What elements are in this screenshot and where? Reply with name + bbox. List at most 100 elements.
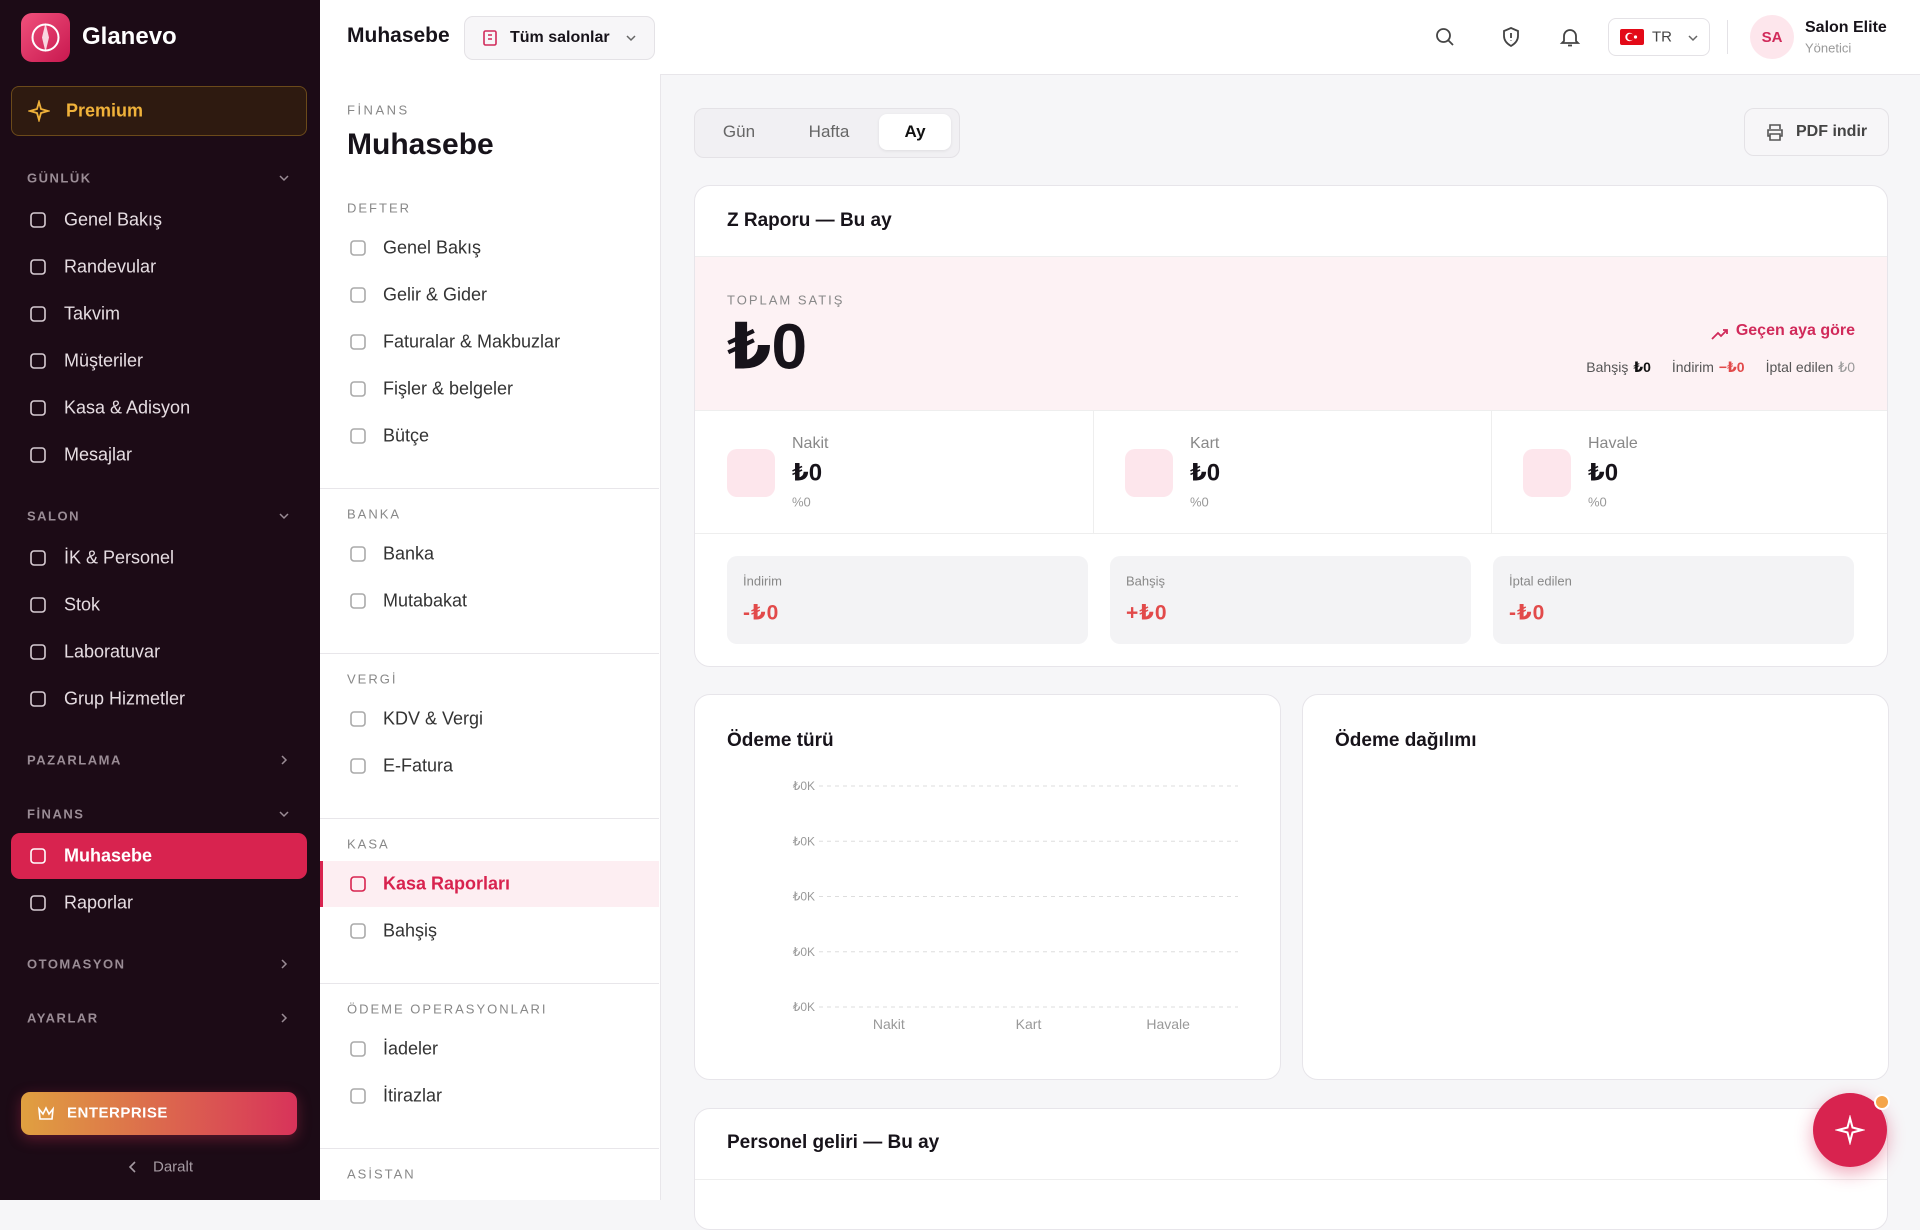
divider xyxy=(695,1179,1887,1180)
enterprise-button[interactable]: ENTERPRISE xyxy=(21,1092,297,1135)
building-icon xyxy=(483,30,497,46)
subnav-item[interactable]: Genel Bakış xyxy=(383,237,482,258)
method-share: %0 xyxy=(1190,494,1209,510)
divider xyxy=(320,983,659,984)
avatar[interactable]: SA xyxy=(1750,15,1794,59)
nav-icon xyxy=(350,876,366,892)
nav-item[interactable]: İK & Personel xyxy=(64,547,175,568)
nav-item[interactable]: Müşteriler xyxy=(64,350,144,371)
subnav-item[interactable]: Mutabakat xyxy=(383,590,468,611)
nav-item[interactable]: Mesajlar xyxy=(64,444,133,465)
subnav-item[interactable]: Bütçe xyxy=(383,425,430,446)
nav-item[interactable]: Stok xyxy=(64,594,101,615)
salon-select[interactable]: Tüm salonlar xyxy=(464,16,655,60)
trend-icon xyxy=(1711,329,1728,340)
user-name: Salon Elite xyxy=(1805,19,1887,36)
nav-icon xyxy=(350,381,366,397)
tip-value: ₺0 xyxy=(1633,359,1651,375)
section-header[interactable]: FİNANS xyxy=(27,806,85,822)
adjustment-box: Bahşiş +₺0 xyxy=(1110,556,1471,644)
discount-label: İndirim xyxy=(1671,359,1714,375)
nav-icon xyxy=(30,353,46,369)
search-icon[interactable] xyxy=(1434,26,1456,48)
section-header[interactable]: SALON xyxy=(27,508,80,524)
subnav-item[interactable]: E-Fatura xyxy=(383,755,454,776)
cancel-label: İptal edilen xyxy=(1765,359,1834,375)
subnav-item[interactable]: İtirazlar xyxy=(383,1085,443,1106)
subnav-item[interactable]: İadeler xyxy=(383,1038,439,1059)
topbar: Muhasebe Tüm salonlar TR SA Salon Elite … xyxy=(320,0,1920,75)
section-header[interactable]: PAZARLAMA xyxy=(27,752,122,768)
nav-item[interactable]: Randevular xyxy=(64,256,157,277)
total-value: ₺0 xyxy=(727,310,808,383)
user-role: Yönetici xyxy=(1805,40,1852,56)
subnav-item[interactable]: Banka xyxy=(383,543,435,564)
nav-item[interactable]: Kasa & Adisyon xyxy=(64,397,191,418)
divider xyxy=(320,653,659,654)
subnav-item[interactable]: Fişler & belgeler xyxy=(383,378,514,399)
subnav-item[interactable]: Bahşiş xyxy=(383,920,438,941)
bell-icon[interactable] xyxy=(1559,26,1581,48)
section-header[interactable]: AYARLAR xyxy=(27,1010,99,1026)
sparkle-icon xyxy=(1835,1115,1865,1145)
method-amount: ₺0 xyxy=(1588,459,1619,487)
adjustment-amount: -₺0 xyxy=(743,601,780,625)
cancel-value: ₺0 xyxy=(1838,359,1855,375)
section-header[interactable]: OTOMASYON xyxy=(27,956,126,972)
adjustment-label: İndirim xyxy=(743,573,783,589)
chevron-left xyxy=(128,1161,136,1173)
section-header[interactable]: GÜNLÜK xyxy=(27,170,92,186)
pdf-button[interactable]: PDF indir xyxy=(1744,108,1889,156)
period-tab[interactable]: Hafta xyxy=(808,122,850,141)
salon-select-label: Tüm salonlar xyxy=(510,29,610,46)
eyebrow: FİNANS xyxy=(347,102,410,118)
adjustment-label: İptal edilen xyxy=(1509,573,1572,589)
nav-icon xyxy=(350,923,366,939)
collapse-label[interactable]: Daralt xyxy=(153,1158,194,1176)
nav-item[interactable]: Genel Bakış xyxy=(64,209,163,230)
nav-icon xyxy=(350,334,366,350)
card-title: Z Raporu — Bu ay xyxy=(727,210,892,231)
nav-icon xyxy=(30,259,46,275)
group-header: ASİSTAN xyxy=(347,1166,416,1182)
method-share: %0 xyxy=(1588,494,1607,510)
nav-icon xyxy=(350,240,366,256)
compare-label: Geçen aya göre xyxy=(1735,322,1855,339)
subnav-item[interactable]: Gelir & Gider xyxy=(383,284,488,305)
nav-icon xyxy=(350,546,366,562)
nav-item[interactable]: Grup Hizmetler xyxy=(64,688,186,709)
sparkle-icon xyxy=(28,100,50,122)
nav-icon xyxy=(30,644,46,660)
nav-icon xyxy=(30,597,46,613)
section-chevron xyxy=(281,1013,288,1023)
divider xyxy=(1491,410,1492,533)
premium-button[interactable]: Premium xyxy=(11,86,307,136)
nav-icon xyxy=(350,428,366,444)
period-tab[interactable]: Ay xyxy=(879,114,951,150)
page-title: Muhasebe xyxy=(347,24,450,47)
section-chevron xyxy=(279,175,289,182)
chevron-down xyxy=(1688,35,1698,42)
nav-active-bg xyxy=(11,833,307,879)
nav-item[interactable]: Takvim xyxy=(64,303,121,324)
notification-dot xyxy=(1874,1094,1890,1110)
nav-icon xyxy=(350,593,366,609)
subnav-item[interactable]: Kasa Raporları xyxy=(383,873,511,894)
staff-income-card: Personel geliri — Bu ay xyxy=(694,1108,1888,1230)
language-label: TR xyxy=(1652,28,1672,46)
period-tab[interactable]: Gün xyxy=(722,122,756,141)
shield-icon[interactable] xyxy=(1500,26,1522,48)
print-icon xyxy=(1767,124,1783,141)
language-select[interactable]: TR xyxy=(1608,18,1710,56)
method-name: Havale xyxy=(1588,435,1638,452)
nav-item[interactable]: Raporlar xyxy=(64,892,134,913)
nav-icon xyxy=(30,212,46,228)
divider xyxy=(1093,410,1094,533)
nav-item[interactable]: Muhasebe xyxy=(64,845,153,866)
subnav-item[interactable]: KDV & Vergi xyxy=(383,708,484,729)
method-icon xyxy=(1125,449,1173,497)
nav-icon xyxy=(30,447,46,463)
nav-icon xyxy=(350,1041,366,1057)
nav-item[interactable]: Laboratuvar xyxy=(64,641,161,662)
subnav-item[interactable]: Faturalar & Makbuzlar xyxy=(383,331,561,352)
